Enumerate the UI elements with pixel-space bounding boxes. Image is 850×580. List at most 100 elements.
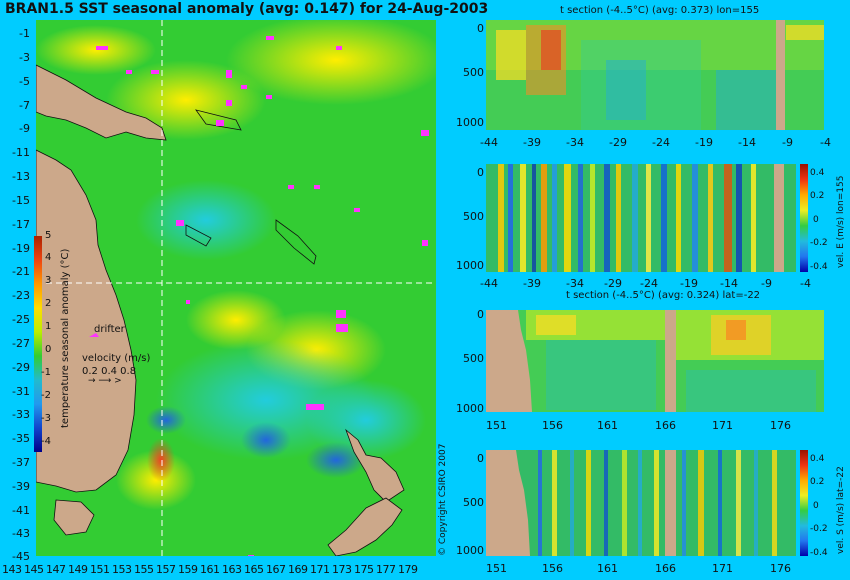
colorbar-tick: -2: [41, 390, 51, 401]
colorbar-tick: 0.4: [810, 168, 825, 178]
map-x-tick: 149: [68, 563, 88, 576]
x-tick: 161: [597, 419, 618, 432]
colorbar-tick: 0: [813, 215, 819, 225]
x-tick: 166: [655, 419, 676, 432]
x-tick: 176: [770, 562, 791, 575]
colorbar-tick: 1: [45, 321, 52, 332]
panel4-colorbar: [800, 450, 808, 556]
map-y-tick: -37: [12, 456, 30, 469]
x-tick: -29: [609, 136, 627, 149]
map-x-tick: 165: [244, 563, 264, 576]
map-y-tick: -35: [12, 432, 30, 445]
colorbar-label: temperature seasonal anomaly (°C): [60, 248, 71, 428]
drifter-label: drifter: [94, 324, 125, 335]
y-tick: 1000: [456, 544, 484, 557]
map-y-tick: -5: [19, 75, 30, 88]
x-tick: -34: [566, 277, 584, 290]
map-x-tick: 173: [332, 563, 352, 576]
panel1-x-axis: -44 -39 -34 -29 -24 -19 -14 -9 -4: [480, 136, 840, 152]
map-x-tick: 153: [112, 563, 132, 576]
panel4-colorbar-ticks: 0.4 0.2 0 -0.2 -0.4: [810, 446, 840, 566]
x-tick: -44: [480, 277, 498, 290]
x-tick: 156: [542, 419, 563, 432]
velocity-label: velocity (m/s): [82, 353, 151, 364]
y-tick: 500: [463, 496, 484, 509]
x-tick: 151: [486, 419, 507, 432]
map-x-tick: 167: [266, 563, 286, 576]
page-title: BRAN1.5 SST seasonal anomaly (avg: 0.147…: [5, 1, 489, 17]
map-x-tick: 145: [24, 563, 44, 576]
map-x-tick: 155: [134, 563, 154, 576]
x-tick: -44: [480, 136, 498, 149]
map-y-tick: -31: [12, 385, 30, 398]
colorbar-tick: -0.2: [810, 524, 828, 534]
map-y-tick: -19: [12, 242, 30, 255]
x-tick: -34: [566, 136, 584, 149]
map-y-tick: -3: [19, 51, 30, 64]
colorbar-tick: -0.4: [810, 262, 828, 272]
panel1-title: t section (-4..5°C) (avg: 0.373) lon=155: [560, 5, 760, 16]
panel4-plot: [486, 450, 796, 556]
map-y-tick: -33: [12, 408, 30, 421]
map-x-tick: 169: [288, 563, 308, 576]
map-y-tick: -13: [12, 170, 30, 183]
panel4-y-axis: 0 500 1000: [440, 450, 484, 570]
panel3-title: t section (-4..5°C) (avg: 0.324) lat=-22: [566, 290, 761, 301]
x-tick: 171: [712, 419, 733, 432]
map-colorbar-ticks: 5 4 3 2 1 0 -1 -2 -3 -4: [41, 230, 59, 460]
y-tick: 1000: [456, 259, 484, 272]
x-tick: -24: [652, 136, 670, 149]
x-tick: 176: [770, 419, 791, 432]
map-y-tick: -27: [12, 337, 30, 350]
map-x-tick: 157: [156, 563, 176, 576]
panel4-x-axis: 151 156 161 166 171 176: [480, 562, 820, 578]
sst-map-plot: [35, 15, 446, 557]
velocity-values: 0.2 0.4 0.8: [82, 366, 137, 377]
colorbar-tick: 4: [45, 252, 52, 263]
colorbar-tick: 5: [45, 230, 52, 241]
x-tick: 171: [712, 562, 733, 575]
map-colorbar: [34, 236, 42, 452]
map-x-tick: 179: [398, 563, 418, 576]
map-y-tick: -17: [12, 218, 30, 231]
x-tick: -39: [523, 136, 541, 149]
y-tick: 500: [463, 352, 484, 365]
colorbar-tick: -4: [41, 436, 51, 447]
sst-map: [35, 15, 446, 557]
panel2-plot: [486, 164, 796, 272]
map-x-tick: 161: [200, 563, 220, 576]
panel2-colorbar: [800, 164, 808, 272]
map-x-axis: 143 145 147 149 151 153 155 157 159 161 …: [0, 562, 440, 580]
panel2-colorbar-ticks: 0.4 0.2 0 -0.2 -0.4: [810, 160, 840, 280]
map-x-tick: 151: [90, 563, 110, 576]
panel2-y-axis: 0 500 1000: [440, 164, 484, 284]
y-tick: 0: [477, 452, 484, 465]
colorbar-tick: -0.4: [810, 548, 828, 558]
x-tick: 166: [655, 562, 676, 575]
x-tick: 156: [542, 562, 563, 575]
x-tick: 161: [597, 562, 618, 575]
map-x-tick: 175: [354, 563, 374, 576]
panel2-x-axis: -44 -39 -34 -29 -24 -19 -14 -9 -4: [480, 277, 840, 293]
x-tick: -19: [680, 277, 698, 290]
panel3-y-axis: 0 500 1000: [440, 306, 484, 426]
x-tick: -24: [640, 277, 658, 290]
panel3-x-axis: 151 156 161 166 171 176: [480, 419, 840, 435]
map-x-tick: 163: [222, 563, 242, 576]
x-tick: -9: [761, 277, 772, 290]
map-y-tick: -21: [12, 265, 30, 278]
map-x-tick: 147: [46, 563, 66, 576]
y-tick: 1000: [456, 116, 484, 129]
map-y-tick: -43: [12, 527, 30, 540]
x-tick: 151: [486, 562, 507, 575]
x-tick: -14: [738, 136, 756, 149]
colorbar-tick: 0: [813, 501, 819, 511]
colorbar-tick: 0.2: [810, 477, 825, 487]
map-y-tick: -23: [12, 289, 30, 302]
x-tick: -4: [820, 136, 831, 149]
map-y-tick: -15: [12, 194, 30, 207]
panel4-colorbar-label: vel. S (m/s) lat=-22: [836, 466, 846, 554]
x-tick: -9: [782, 136, 793, 149]
x-tick: -14: [720, 277, 738, 290]
map-x-tick: 159: [178, 563, 198, 576]
